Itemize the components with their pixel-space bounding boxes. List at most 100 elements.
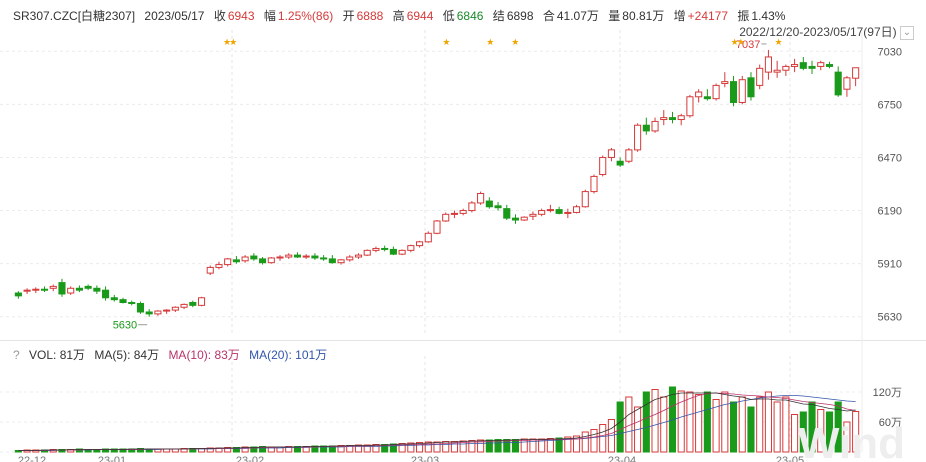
event-star-icon: ★	[737, 37, 745, 47]
candle-body	[180, 303, 188, 308]
volume-bar	[572, 435, 581, 453]
volume-bar	[450, 441, 458, 453]
candle-body	[93, 287, 101, 292]
candle-body	[642, 124, 650, 132]
close-label: 收	[213, 9, 226, 23]
candle-body	[677, 115, 685, 121]
candle-body	[843, 77, 851, 90]
candle-body	[834, 71, 842, 96]
amplitude-value: 1.43%	[751, 9, 786, 23]
ma10-label: MA(10): 83万	[168, 348, 240, 362]
candle-body	[32, 288, 40, 291]
event-star-icon: ★	[511, 37, 519, 47]
candle-body	[58, 282, 66, 295]
oi-value: 41.07万	[556, 9, 599, 23]
date-range-selector[interactable]: 2022/12/20-2023/05/17(97日) ⌄	[739, 23, 914, 40]
volume-tick-label: 120万	[873, 387, 902, 399]
candle-body	[756, 67, 764, 86]
candle-body	[320, 257, 328, 260]
candle-body	[67, 287, 75, 294]
volume-header: ? VOL: 81万 MA(5): 84万 MA(10): 83万 MA(20)…	[13, 346, 333, 363]
candle-body	[764, 56, 772, 73]
candle-body	[424, 232, 432, 243]
volume-bar	[599, 424, 607, 453]
help-icon[interactable]: ?	[13, 348, 20, 362]
volume-bar	[136, 448, 145, 453]
volume-bar	[729, 401, 738, 453]
volume-bar	[651, 389, 659, 453]
candle-body	[468, 202, 476, 212]
volume-bar	[494, 439, 502, 453]
candle-body	[825, 64, 834, 67]
chevron-down-icon[interactable]: ⌄	[900, 25, 914, 40]
candle-body	[372, 247, 380, 251]
volume-bar	[511, 439, 520, 453]
vol-label: VOL: 81万	[29, 348, 86, 362]
volume-bar	[171, 448, 179, 453]
price-tick-label: 5910	[878, 259, 902, 271]
volume-bar	[433, 441, 441, 453]
candle-body	[817, 62, 825, 67]
volume-bar	[581, 431, 589, 453]
candle-body	[215, 264, 223, 268]
candle-body	[808, 65, 816, 69]
volume-bar	[712, 399, 720, 453]
volume-bar	[477, 439, 485, 453]
volume-bar	[372, 444, 380, 453]
x-tick-label: 23-04	[608, 455, 636, 462]
change-label: 幅	[263, 9, 276, 23]
candle-body	[616, 160, 624, 166]
candle-body	[590, 175, 598, 193]
candle-body	[145, 311, 153, 315]
candle-body	[494, 205, 502, 209]
x-tick-label: 23-02	[236, 455, 264, 462]
open-value: 6888	[356, 9, 384, 23]
price-tick-label: 7030	[878, 46, 902, 58]
candle-body	[75, 287, 83, 291]
volume-bar	[354, 444, 363, 453]
volume-bar	[468, 440, 476, 453]
candle-body	[197, 297, 206, 306]
candle-body	[232, 259, 240, 263]
x-tick-label: 22-12	[18, 455, 46, 462]
candle-body	[416, 241, 424, 247]
volume-bar	[791, 414, 799, 453]
volume-bar	[529, 438, 537, 453]
volume-bar	[110, 448, 118, 453]
candle-body	[773, 69, 781, 73]
candle-body	[852, 67, 860, 79]
volume-label: 量	[608, 9, 621, 23]
change-value: 1.25%(86)	[277, 9, 334, 23]
volume-bar	[424, 441, 432, 453]
volume-bar	[389, 443, 397, 453]
candle-body	[695, 91, 703, 98]
oi-label: 合	[542, 9, 555, 23]
candle-body	[782, 65, 790, 71]
candle-body	[433, 220, 441, 234]
candle-body	[119, 299, 127, 304]
volume-bar	[808, 401, 816, 453]
volume-bar	[520, 438, 528, 453]
candle-body	[241, 256, 249, 262]
oi-change-value: +24177	[687, 9, 729, 23]
candle-body	[128, 302, 136, 305]
candle-body	[459, 210, 467, 214]
volume-bar	[442, 441, 450, 453]
volume-bar	[259, 446, 267, 453]
volume-bar	[546, 438, 554, 453]
volume-tick-label: 60万	[879, 417, 902, 429]
volume-bar	[677, 390, 685, 453]
close-value: 6943	[227, 9, 255, 23]
volume-bar	[311, 445, 319, 453]
event-star-icon: ★	[774, 37, 782, 47]
candle-body	[285, 254, 293, 258]
candle-body	[189, 302, 197, 306]
candle-body	[791, 64, 799, 67]
candle-body	[607, 149, 615, 158]
volume-bar	[285, 446, 293, 453]
candle-body	[337, 259, 345, 264]
volume-bar	[381, 444, 389, 453]
volume-bar	[23, 449, 31, 453]
volume-bar	[738, 396, 746, 453]
